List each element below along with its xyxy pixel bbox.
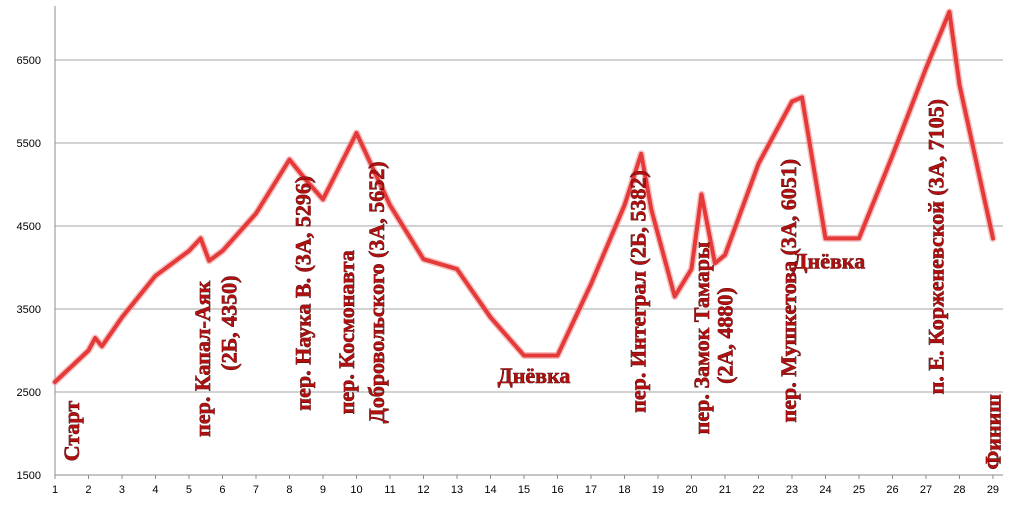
x-tick-label: 13 xyxy=(451,484,463,496)
x-tick-label: 1 xyxy=(52,484,58,496)
pass-annotation: пер. Космонавта xyxy=(334,250,359,414)
x-tick-label: 27 xyxy=(920,484,932,496)
x-tick-label: 3 xyxy=(119,484,125,496)
y-tick-label: 5500 xyxy=(17,138,41,150)
x-tick-label: 15 xyxy=(518,484,530,496)
pass-annotation: Днёвка xyxy=(498,363,571,388)
pass-annotation: пер. Замок Тамары xyxy=(689,242,714,435)
x-tick-label: 17 xyxy=(585,484,597,496)
x-tick-label: 23 xyxy=(786,484,798,496)
x-tick-label: 6 xyxy=(219,484,225,496)
x-tick-label: 20 xyxy=(685,484,697,496)
series-line xyxy=(53,9,995,384)
pass-annotation: пер. Мушкетова (3А, 6051) xyxy=(776,159,801,423)
axes xyxy=(54,6,1003,479)
horizontal-gridlines xyxy=(55,59,1003,393)
x-tick-label: 25 xyxy=(853,484,865,496)
x-tick-label: 24 xyxy=(819,484,831,496)
x-axis-tick-labels: 1 2 3 4 5 6 7 8 9 10 11 12 13 14 15 16 17 18 19 20 21 22 23 24 2… xyxy=(52,484,999,496)
pass-annotation: пер. Наука В. (3А, 5296) xyxy=(290,176,315,411)
x-tick-label: 11 xyxy=(384,484,395,496)
x-tick-label: 21 xyxy=(719,484,731,496)
pass-annotation: п. Е. Корженевской (3А, 7105) xyxy=(924,99,949,394)
pass-annotation: (2Б, 4350) xyxy=(217,275,242,370)
y-tick-label: 6500 xyxy=(17,55,41,67)
x-tick-label: 28 xyxy=(953,484,965,496)
pass-annotation: пер. Интеграл (2Б, 5382) xyxy=(625,170,650,413)
elevation-series xyxy=(51,8,997,386)
x-tick-label: 7 xyxy=(253,484,259,496)
x-tick-label: 2 xyxy=(85,484,91,496)
x-tick-label: 18 xyxy=(618,484,630,496)
pass-annotations: Старт пер. Капал-Аяк (2Б, 4350) пер. Наука … xyxy=(59,99,1006,470)
x-tick-label: 4 xyxy=(152,484,158,496)
x-tick-label: 8 xyxy=(286,484,292,496)
y-tick-label: 4500 xyxy=(17,221,41,233)
pass-annotation: (2А, 4880) xyxy=(712,287,737,384)
x-tick-label: 19 xyxy=(652,484,664,496)
pass-annotation: Старт xyxy=(59,401,84,462)
x-tick-label: 22 xyxy=(752,484,764,496)
pass-annotation: Финиш xyxy=(980,394,1005,470)
pass-annotation: пер. Капал-Аяк xyxy=(190,280,215,436)
x-tick-label: 14 xyxy=(484,484,496,496)
x-tick-label: 12 xyxy=(417,484,429,496)
x-tick-label: 29 xyxy=(987,484,999,496)
x-tick-label: 10 xyxy=(350,484,362,496)
y-tick-label: 2500 xyxy=(17,387,41,399)
pass-annotation: Днёвка xyxy=(792,248,865,273)
y-tick-label: 3500 xyxy=(17,304,41,316)
pass-annotation: Добровольского (3А, 5652) xyxy=(364,161,389,423)
y-tick-label: 1500 xyxy=(17,470,41,482)
x-tick-label: 16 xyxy=(551,484,563,496)
x-tick-label: 9 xyxy=(320,484,326,496)
y-axis-tick-labels: 1500 2500 3500 4500 5500 6500 xyxy=(17,55,41,482)
x-tick-label: 5 xyxy=(186,484,192,496)
x-tick-label: 26 xyxy=(886,484,898,496)
